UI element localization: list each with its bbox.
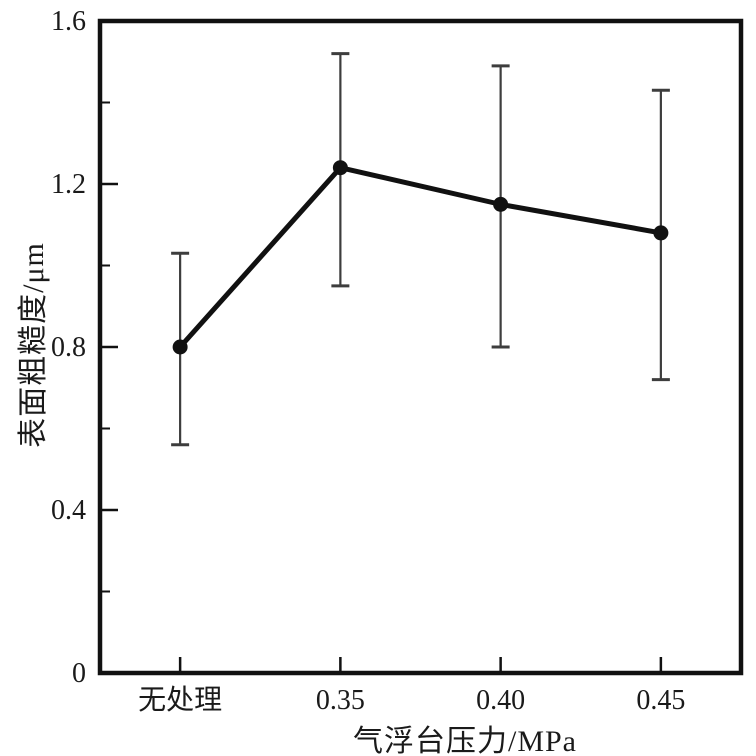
x-tick-label: 0.45	[636, 685, 685, 716]
data-line	[177, 165, 664, 350]
data-point-marker	[332, 160, 348, 176]
data-point-marker	[653, 225, 669, 241]
x-tick-label: 无处理	[138, 684, 222, 716]
y-tick-label: 1.2	[51, 169, 86, 200]
plot-border	[97, 18, 744, 676]
y-tick-label: 1.6	[51, 6, 86, 37]
y-tick-label: 0	[72, 658, 86, 689]
x-tick-label: 0.35	[316, 685, 365, 716]
data-point-marker	[493, 196, 509, 212]
y-axis-title: 表面粗糙度/μm	[17, 242, 50, 448]
y-tick-label: 0.8	[51, 332, 86, 363]
x-tick-label: 0.40	[476, 685, 525, 716]
data-point-marker	[172, 339, 188, 355]
x-axis-title: 气浮台压力/MPa	[352, 725, 578, 756]
y-tick-label: 0.4	[51, 495, 86, 526]
